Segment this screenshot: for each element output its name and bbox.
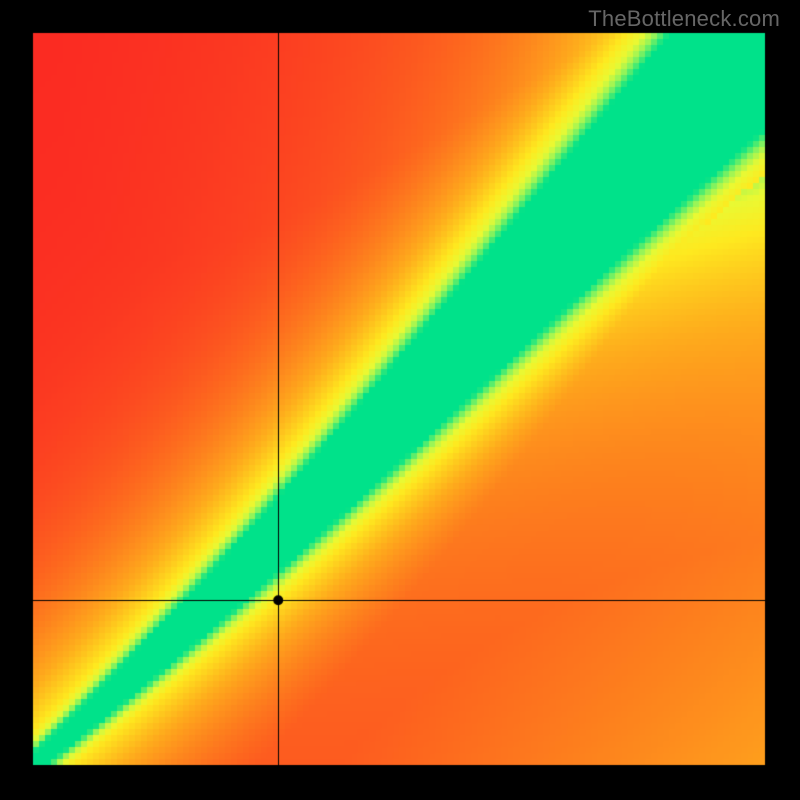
chart-container: TheBottleneck.com xyxy=(0,0,800,800)
bottleneck-heatmap-canvas xyxy=(0,0,800,800)
watermark-text: TheBottleneck.com xyxy=(588,6,780,32)
